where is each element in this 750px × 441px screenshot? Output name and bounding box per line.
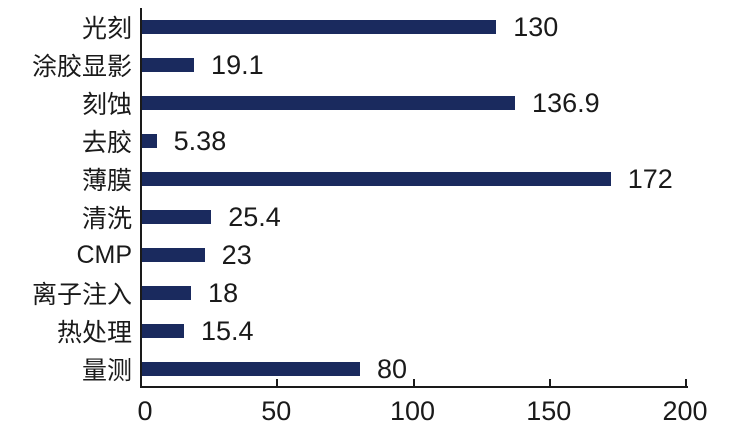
category-label: 离子注入 [31, 281, 132, 309]
chart-row: 热处理 15.4 [0, 312, 750, 350]
category-label: 薄膜 [81, 167, 132, 195]
x-tick [548, 379, 551, 387]
category-label: CMP [76, 240, 132, 269]
bar-track: 19.1 [142, 46, 687, 84]
x-axis-line [140, 386, 688, 388]
value-label: 130 [513, 11, 559, 42]
bar-track: 80 [142, 350, 687, 388]
bar [142, 172, 611, 186]
bar [142, 210, 212, 224]
value-label: 18 [208, 277, 239, 308]
chart-row: 量测 80 [0, 350, 750, 388]
value-label: 172 [627, 163, 673, 194]
category-label: 清洗 [81, 205, 132, 233]
x-tick-label: 150 [526, 396, 572, 426]
bar [142, 20, 497, 34]
chart-row: 光刻 130 [0, 8, 750, 46]
value-label: 19.1 [211, 49, 264, 80]
x-tick-label: 100 [389, 396, 436, 426]
bar-rows: 光刻 130 涂胶显影 19.1 刻蚀 136.9 去胶 5.38 薄膜 172 清洗 25.4 CMP… [0, 8, 750, 388]
bar-track: 25.4 [142, 198, 687, 236]
x-tick [276, 379, 279, 387]
chart-row: 去胶 5.38 [0, 122, 750, 160]
x-tick-label: 200 [662, 396, 708, 426]
value-label: 5.38 [173, 125, 227, 156]
value-label: 136.9 [532, 87, 600, 118]
category-label: 热处理 [56, 319, 132, 347]
chart-row: 清洗 25.4 [0, 198, 750, 236]
value-label: 15.4 [200, 315, 254, 346]
bar-track: 136.9 [142, 84, 687, 122]
category-label: 刻蚀 [81, 91, 132, 119]
x-tick [412, 379, 415, 387]
bar-track: 172 [142, 160, 687, 198]
chart-row: 离子注入 18 [0, 274, 750, 312]
bar [142, 58, 195, 72]
bar [142, 362, 360, 376]
bar [142, 324, 184, 338]
value-label: 25.4 [228, 201, 281, 232]
bar-track: 5.38 [142, 122, 687, 160]
category-label: 量测 [81, 357, 132, 385]
x-axis-labels: 0 50 100 150 200 [0, 398, 750, 432]
bar [142, 134, 157, 148]
value-label: 80 [377, 353, 408, 384]
x-tick-label: 0 [137, 396, 153, 426]
chart-row: 涂胶显影 19.1 [0, 46, 750, 84]
bar-track: 18 [142, 274, 687, 312]
chart-row: 薄膜 172 [0, 160, 750, 198]
category-label: 去胶 [81, 129, 132, 157]
bar-track: 15.4 [142, 312, 687, 350]
value-label: 23 [221, 239, 252, 270]
chart-row: 刻蚀 136.9 [0, 84, 750, 122]
x-tick [685, 379, 687, 387]
bar-track: 23 [142, 236, 687, 274]
bar-track: 130 [142, 8, 687, 46]
x-tick-label: 50 [261, 396, 292, 426]
category-label: 涂胶显影 [31, 53, 132, 81]
bar [142, 96, 516, 110]
y-axis-line [140, 8, 142, 388]
category-label: 光刻 [81, 15, 132, 43]
chart-row: CMP 23 [0, 236, 750, 274]
bar [142, 286, 192, 300]
bar [142, 248, 205, 262]
